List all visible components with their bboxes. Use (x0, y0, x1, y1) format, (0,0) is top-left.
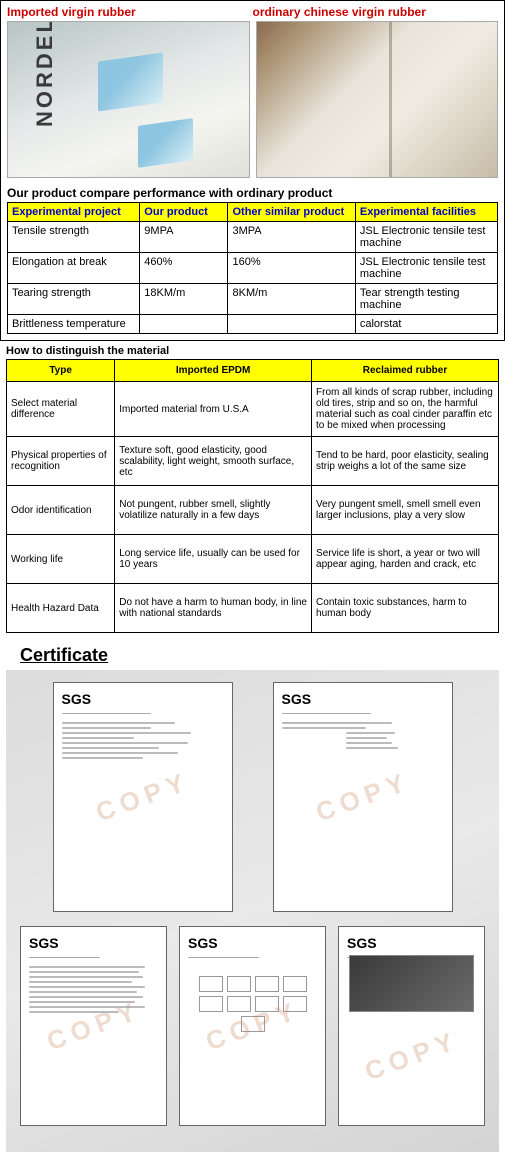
dist-h2: Reclaimed rubber (312, 360, 499, 382)
certificate-title: Certificate (20, 645, 505, 666)
copy-watermark: COPY (360, 1024, 462, 1087)
table-row: Tensile strength 9MPA 3MPA JSL Electroni… (8, 222, 498, 253)
compare-header-row: Experimental project Our product Other s… (8, 203, 498, 222)
dist-h0: Type (7, 360, 115, 382)
certificate-area: SGS COPY SGS COPY SGS (6, 670, 499, 1152)
certificate-doc: SGS COPY (53, 682, 233, 912)
ordinary-rubber-image (256, 21, 499, 178)
distinguish-header-row: Type Imported EPDM Reclaimed rubber (7, 360, 499, 382)
certificate-doc: SGS COPY (273, 682, 453, 912)
compare-table: Experimental project Our product Other s… (7, 202, 498, 334)
table-row: Odor identification Not pungent, rubber … (7, 486, 499, 535)
table-row: Brittleness temperature calorstat (8, 315, 498, 334)
sgs-logo: SGS (29, 935, 158, 951)
sgs-logo: SGS (347, 935, 476, 951)
main-container: Imported virgin rubber ordinary chinese … (0, 0, 505, 341)
product-labels-row: Imported virgin rubber ordinary chinese … (1, 1, 504, 21)
compare-h1: Our product (140, 203, 228, 222)
table-row: Elongation at break 460% 160% JSL Electr… (8, 253, 498, 284)
copy-watermark: COPY (311, 766, 413, 829)
sgs-logo: SGS (188, 935, 317, 951)
imported-rubber-image (7, 21, 250, 178)
compare-h3: Experimental facilities (355, 203, 497, 222)
distinguish-table: Type Imported EPDM Reclaimed rubber Sele… (6, 359, 499, 633)
distinguish-title: How to distinguish the material (0, 341, 505, 357)
compare-title: Our product compare performance with ord… (1, 184, 504, 202)
label-ordinary: ordinary chinese virgin rubber (253, 5, 499, 19)
copy-watermark: COPY (91, 766, 193, 829)
table-row: Health Hazard Data Do not have a harm to… (7, 584, 499, 633)
certificate-row-bottom: SGS COPY SGS (20, 926, 485, 1126)
certificate-photo (349, 955, 474, 1012)
table-row: Select material difference Imported mate… (7, 382, 499, 437)
certificate-doc: SGS COPY (20, 926, 167, 1126)
certificate-doc: SGS COPY (179, 926, 326, 1126)
table-row: Tearing strength 18KM/m 8KM/m Tear stren… (8, 284, 498, 315)
compare-h2: Other similar product (228, 203, 355, 222)
sgs-logo: SGS (282, 691, 444, 707)
table-row: Working life Long service life, usually … (7, 535, 499, 584)
table-row: Physical properties of recognition Textu… (7, 437, 499, 486)
product-images-row (1, 21, 504, 184)
certificate-row-top: SGS COPY SGS COPY (20, 682, 485, 912)
sgs-logo: SGS (62, 691, 224, 707)
compare-h0: Experimental project (8, 203, 140, 222)
label-imported: Imported virgin rubber (7, 5, 253, 19)
certificate-doc: SGS COPY (338, 926, 485, 1126)
dist-h1: Imported EPDM (115, 360, 312, 382)
